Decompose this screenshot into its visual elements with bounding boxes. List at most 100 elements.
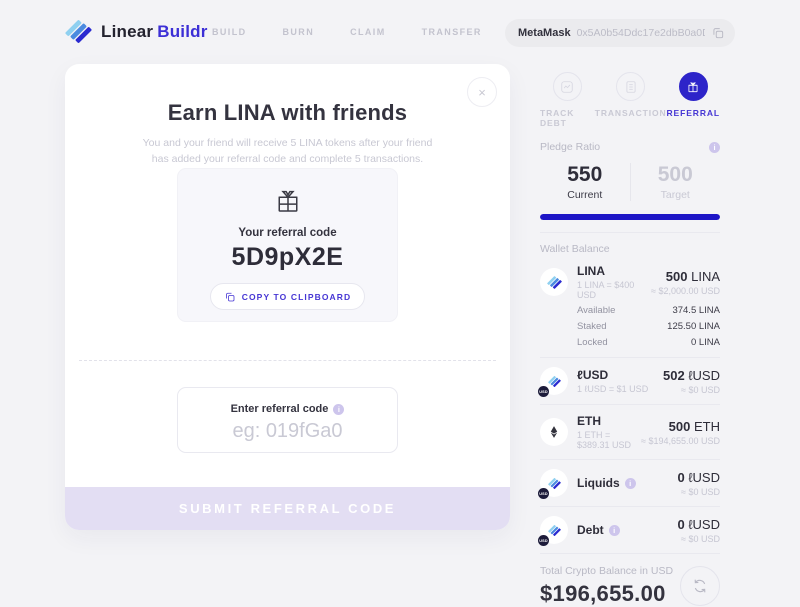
info-icon[interactable]: i: [333, 403, 345, 415]
tab-track-debt[interactable]: TRACK DEBT: [540, 72, 595, 128]
nav-item-build[interactable]: BUILD: [212, 27, 247, 37]
sidebar-tabs: TRACK DEBT TRANSACTION: [525, 64, 735, 128]
token-usd-approx: ≈ $194,655.00 USD: [641, 435, 720, 446]
transaction-circle: [616, 72, 646, 101]
linear-logo-icon: [547, 477, 561, 489]
referral-modal: × Earn LINA with friends You and your fr…: [65, 64, 510, 530]
pledge-ratio-section: Pledge Ratio i 550 Current 500 Target: [525, 128, 735, 220]
pledge-current-label: Current: [567, 189, 603, 201]
usd-badge: USD: [538, 386, 549, 397]
row-divider: [540, 404, 720, 405]
row-divider: [540, 553, 720, 554]
token-usd-approx: ≈ $0 USD: [681, 486, 720, 497]
tab-track-debt-label: TRACK DEBT: [540, 108, 575, 128]
tab-transaction-label: TRANSACTION: [594, 108, 667, 118]
nav-item-transfer[interactable]: TRANSFER: [421, 27, 482, 37]
modal-subtitle: You and your friend will receive 5 LINA …: [65, 135, 510, 168]
referral-code-card: Your referral code 5D9pX2E COPY TO CLIPB…: [177, 168, 398, 322]
app-logo: Linear Buildr: [65, 18, 208, 45]
dashed-divider: [79, 360, 496, 361]
wallet-pill[interactable]: MetaMask 0x5A0b54Ddc17e2dbB0a0D...: [505, 19, 735, 47]
linear-logo-icon: [65, 20, 92, 43]
sidebar: TRACK DEBT TRANSACTION: [525, 64, 735, 607]
lina-available-row: Available 374.5 LINA: [577, 305, 720, 316]
info-icon[interactable]: i: [709, 141, 720, 153]
usd-badge: USD: [538, 488, 549, 499]
detail-label: Locked: [577, 337, 608, 348]
pledge-progress-fill: [540, 214, 720, 220]
refresh-icon: [694, 579, 706, 593]
token-amount: 0: [677, 469, 685, 485]
total-balance-value: $196,655.00: [540, 581, 666, 606]
pledge-ratio-title: Pledge Ratio: [540, 141, 601, 153]
pledge-divider: [629, 163, 631, 201]
token-amount: 500: [665, 268, 688, 284]
wallet-balance-section: Wallet Balance LINA 1 LINA = $400 USD 50…: [525, 233, 735, 554]
copy-icon: [225, 292, 235, 301]
referral-code-value: 5D9pX2E: [231, 243, 344, 271]
detail-value: 0 LINA: [690, 337, 720, 348]
wallet-provider: MetaMask: [518, 27, 571, 39]
info-icon[interactable]: i: [624, 477, 636, 489]
nav-item-claim[interactable]: CLAIM: [350, 27, 386, 37]
token-amount: 502: [663, 367, 685, 383]
close-icon[interactable]: ×: [467, 77, 497, 107]
copy-to-clipboard-button[interactable]: COPY TO CLIPBOARD: [209, 283, 366, 310]
linear-logo-icon: [547, 375, 561, 387]
total-balance-label: Total Crypto Balance in USD: [540, 565, 674, 577]
submit-referral-button[interactable]: SUBMIT REFERRAL CODE: [65, 487, 510, 530]
row-divider: [540, 357, 720, 358]
lina-token-icon: [540, 268, 568, 296]
total-balance-section: Total Crypto Balance in USD $196,655.00: [525, 554, 735, 607]
token-row-lusd: USD ℓUSD 1 ℓUSD = $1 USD 502 ℓUSD ≈ $0 U…: [538, 367, 720, 397]
chart-icon: [561, 80, 574, 93]
logo-wordmark: Linear Buildr: [101, 22, 208, 42]
track-debt-circle: [552, 72, 582, 101]
pledge-current-value: 550: [567, 163, 603, 186]
token-rate: 1 LINA = $400 USD: [577, 280, 635, 300]
token-name: ℓUSD: [577, 368, 609, 382]
tab-transaction[interactable]: TRANSACTION: [595, 72, 667, 128]
lusd-token-icon: USD: [538, 367, 568, 397]
token-usd-approx: ≈ $2,000.00 USD: [651, 285, 720, 296]
main-nav: BUILD BURN CLAIM TRANSFER: [212, 27, 482, 37]
token-row-debt: USD Debt i 0 ℓUSD ≈ $0 USD: [538, 516, 720, 546]
pledge-target-label: Target: [660, 189, 690, 201]
token-unit: ℓUSD: [684, 516, 720, 532]
wallet-balance-title: Wallet Balance: [540, 243, 610, 255]
document-icon: [626, 80, 636, 93]
row-divider: [540, 459, 720, 460]
token-row-eth: ETH 1 ETH = $389.31 USD 500 ETH ≈ $194,6…: [540, 414, 720, 450]
copy-address-icon[interactable]: [711, 26, 725, 40]
enter-code-card: Enter referral code i: [177, 387, 398, 453]
row-divider: [540, 506, 720, 507]
pledge-target-value: 500: [657, 163, 693, 186]
tab-referral-label: REFERRAL: [666, 108, 720, 118]
refresh-button[interactable]: [680, 566, 720, 606]
tab-referral[interactable]: REFERRAL: [667, 72, 720, 128]
referral-code-input[interactable]: [192, 420, 383, 443]
info-icon[interactable]: i: [608, 524, 620, 536]
liquids-token-icon: USD: [538, 469, 568, 499]
nav-item-burn[interactable]: BURN: [282, 27, 315, 37]
token-usd-approx: ≈ $0 USD: [681, 533, 720, 544]
token-rate: 1 ℓUSD = $1 USD: [577, 384, 649, 394]
linear-logo-icon: [547, 524, 561, 536]
logo-text-secondary: Buildr: [157, 21, 208, 41]
detail-label: Available: [577, 305, 616, 316]
copy-button-label: COPY TO CLIPBOARD: [241, 291, 352, 302]
token-usd-approx: ≈ $0 USD: [681, 384, 720, 395]
modal-subtitle-line1: You and your friend will receive 5 LINA …: [142, 137, 433, 149]
modal-title: Earn LINA with friends: [167, 100, 408, 125]
modal-subtitle-line2: has added your referral code and complet…: [151, 153, 424, 166]
wallet-address: 0x5A0b54Ddc17e2dbB0a0D...: [576, 27, 705, 39]
gift-icon: [278, 190, 297, 212]
token-name: LINA: [577, 264, 605, 278]
referral-circle: [678, 72, 708, 101]
detail-value: 125.50 LINA: [667, 321, 720, 332]
token-row-liquids: USD Liquids i 0 ℓUSD ≈ $0 USD: [538, 469, 720, 499]
token-row-lina: LINA 1 LINA = $400 USD 500 LINA ≈ $2,000…: [540, 264, 720, 300]
token-name: Debt: [577, 523, 604, 537]
app-header: Linear Buildr BUILD BURN CLAIM TRANSFER M…: [0, 0, 800, 64]
eth-token-icon: [540, 418, 568, 446]
